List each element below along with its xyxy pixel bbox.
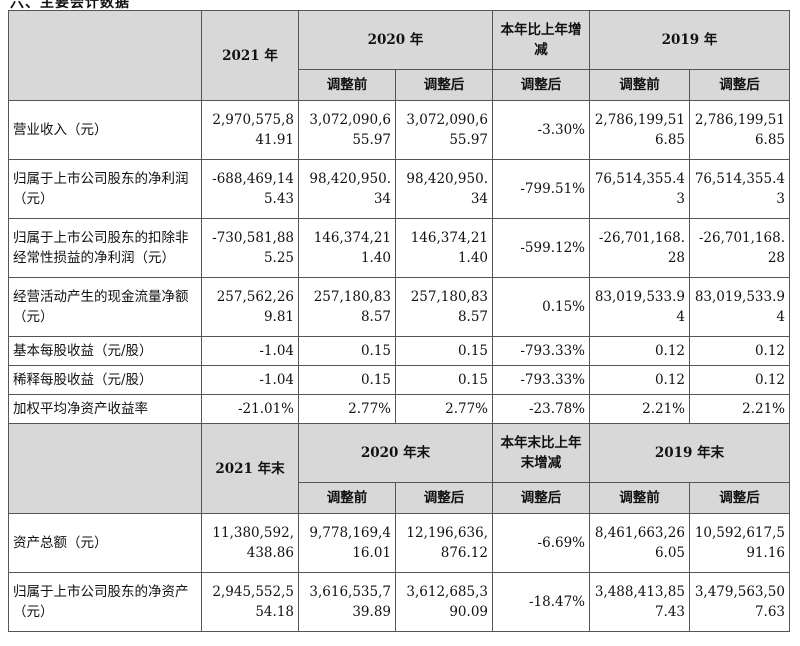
cell-change: -793.33% bbox=[492, 336, 590, 366]
cell-2019-after: 2.21% bbox=[689, 394, 790, 424]
header-blank-cell bbox=[8, 423, 202, 514]
cell-2019-before: -26,701,168.28 bbox=[589, 218, 690, 278]
table-row: 经营活动产生的现金流量净额（元） 257,562,269.81 257,180,… bbox=[8, 277, 790, 337]
header-2020-end: 2020 年末 bbox=[298, 423, 493, 483]
cell-2019-before: 3,488,413,857.43 bbox=[589, 572, 690, 632]
cell-change: -799.51% bbox=[492, 159, 590, 219]
cell-2021: -730,581,885.25 bbox=[201, 218, 299, 278]
cell-2020-before: 3,616,535,739.89 bbox=[298, 572, 396, 632]
cell-2020-before: 9,778,169,416.01 bbox=[298, 513, 396, 573]
row-label: 归属于上市公司股东的净资产（元） bbox=[8, 572, 202, 632]
row-label: 资产总额（元） bbox=[8, 513, 202, 573]
cell-2020-before: 3,072,090,655.97 bbox=[298, 100, 396, 160]
cell-2020-after: 257,180,838.57 bbox=[395, 277, 493, 337]
row-label: 基本每股收益（元/股） bbox=[8, 336, 202, 366]
cell-2020-after: 3,612,685,390.09 bbox=[395, 572, 493, 632]
cell-2021: -1.04 bbox=[201, 365, 299, 395]
row-label: 营业收入（元） bbox=[8, 100, 202, 160]
cell-2021: 2,970,575,841.91 bbox=[201, 100, 299, 160]
cell-change: -18.47% bbox=[492, 572, 590, 632]
cell-2020-after: 2.77% bbox=[395, 394, 493, 424]
cell-2020-after: 98,420,950.34 bbox=[395, 159, 493, 219]
cell-2019-after: -26,701,168.28 bbox=[689, 218, 790, 278]
row-label: 稀释每股收益（元/股） bbox=[8, 365, 202, 395]
cell-2021: 11,380,592,438.86 bbox=[201, 513, 299, 573]
financial-data-table: 2021 年 2020 年 本年比上年增减 2019 年 调整前 调整后 调整后… bbox=[8, 10, 790, 632]
cell-2019-after: 0.12 bbox=[689, 336, 790, 366]
header-2019-after: 调整后 bbox=[689, 69, 790, 101]
cell-2019-before: 0.12 bbox=[589, 336, 690, 366]
header-2019-after: 调整后 bbox=[689, 482, 790, 514]
cell-2019-before: 76,514,355.43 bbox=[589, 159, 690, 219]
header-2019-before: 调整前 bbox=[589, 69, 690, 101]
header-row-top: 2021 年 2020 年 本年比上年增减 2019 年 bbox=[8, 10, 790, 101]
header-2020-before: 调整前 bbox=[298, 69, 396, 101]
table-row: 营业收入（元） 2,970,575,841.91 3,072,090,655.9… bbox=[8, 100, 790, 160]
cell-2019-after: 83,019,533.94 bbox=[689, 277, 790, 337]
header-2019-end: 2019 年末 bbox=[589, 423, 790, 483]
header-2021-end: 2021 年末 bbox=[201, 423, 299, 514]
cell-2019-after: 10,592,617,591.16 bbox=[689, 513, 790, 573]
section-heading-fragment: 六、主要会计数据 bbox=[0, 0, 800, 10]
row-label: 归属于上市公司股东的扣除非经常性损益的净利润（元） bbox=[8, 218, 202, 278]
cell-2019-before: 2,786,199,516.85 bbox=[589, 100, 690, 160]
header-change-after: 调整后 bbox=[492, 69, 590, 101]
cell-2020-before: 0.15 bbox=[298, 365, 396, 395]
header-change: 本年比上年增减 bbox=[492, 10, 590, 70]
header-row-sub: 调整前 调整后 调整后 调整前 调整后 bbox=[9, 69, 790, 101]
cell-2021: -1.04 bbox=[201, 336, 299, 366]
header-row-sub: 调整前 调整后 调整后 调整前 调整后 bbox=[9, 482, 790, 514]
cell-change: 0.15% bbox=[492, 277, 590, 337]
table-row: 归属于上市公司股东的净资产（元） 2,945,552,554.18 3,616,… bbox=[8, 572, 790, 632]
cell-2020-before: 98,420,950.34 bbox=[298, 159, 396, 219]
cell-2021: 2,945,552,554.18 bbox=[201, 572, 299, 632]
cell-2021: 257,562,269.81 bbox=[201, 277, 299, 337]
table-row: 归属于上市公司股东的净利润（元） -688,469,145.43 98,420,… bbox=[8, 159, 790, 219]
cell-2019-after: 76,514,355.43 bbox=[689, 159, 790, 219]
cell-2020-after: 0.15 bbox=[395, 336, 493, 366]
row-label: 归属于上市公司股东的净利润（元） bbox=[8, 159, 202, 219]
header-2020-before: 调整前 bbox=[298, 482, 396, 514]
cell-2020-after: 146,374,211.40 bbox=[395, 218, 493, 278]
cell-2019-before: 0.12 bbox=[589, 365, 690, 395]
cell-2019-before: 2.21% bbox=[589, 394, 690, 424]
cell-change: -6.69% bbox=[492, 513, 590, 573]
cell-2019-after: 0.12 bbox=[689, 365, 790, 395]
table-row: 加权平均净资产收益率 -21.01% 2.77% 2.77% -23.78% 2… bbox=[8, 394, 790, 424]
header-change-end: 本年末比上年末增减 bbox=[492, 423, 590, 483]
cell-2019-after: 2,786,199,516.85 bbox=[689, 100, 790, 160]
table-row: 归属于上市公司股东的扣除非经常性损益的净利润（元） -730,581,885.2… bbox=[8, 218, 790, 278]
cell-change: -793.33% bbox=[492, 365, 590, 395]
cell-change: -23.78% bbox=[492, 394, 590, 424]
row-label: 加权平均净资产收益率 bbox=[8, 394, 202, 424]
cell-2019-before: 83,019,533.94 bbox=[589, 277, 690, 337]
header-change-after: 调整后 bbox=[492, 482, 590, 514]
row-label: 经营活动产生的现金流量净额（元） bbox=[8, 277, 202, 337]
header-2020: 2020 年 bbox=[298, 10, 493, 70]
cell-2021: -21.01% bbox=[201, 394, 299, 424]
cell-2020-after: 0.15 bbox=[395, 365, 493, 395]
cell-2020-before: 2.77% bbox=[298, 394, 396, 424]
cell-2020-after: 3,072,090,655.97 bbox=[395, 100, 493, 160]
cell-2020-after: 12,196,636,876.12 bbox=[395, 513, 493, 573]
header-2020-after: 调整后 bbox=[395, 69, 493, 101]
section-heading-text: 六、主要会计数据 bbox=[10, 0, 130, 10]
cell-change: -599.12% bbox=[492, 218, 590, 278]
table-row: 基本每股收益（元/股） -1.04 0.15 0.15 -793.33% 0.1… bbox=[8, 336, 790, 366]
header-blank-cell bbox=[8, 10, 202, 101]
header-2020-after: 调整后 bbox=[395, 482, 493, 514]
header-2019: 2019 年 bbox=[589, 10, 790, 70]
cell-change: -3.30% bbox=[492, 100, 590, 160]
table-row: 稀释每股收益（元/股） -1.04 0.15 0.15 -793.33% 0.1… bbox=[8, 365, 790, 395]
table-row: 资产总额（元） 11,380,592,438.86 9,778,169,416.… bbox=[8, 513, 790, 573]
cell-2019-before: 8,461,663,266.05 bbox=[589, 513, 690, 573]
header-row-top: 2021 年末 2020 年末 本年末比上年末增减 2019 年末 bbox=[8, 423, 790, 514]
cell-2020-before: 146,374,211.40 bbox=[298, 218, 396, 278]
cell-2021: -688,469,145.43 bbox=[201, 159, 299, 219]
cell-2019-after: 3,479,563,507.63 bbox=[689, 572, 790, 632]
cell-2020-before: 257,180,838.57 bbox=[298, 277, 396, 337]
cell-2020-before: 0.15 bbox=[298, 336, 396, 366]
header-2021: 2021 年 bbox=[201, 10, 299, 101]
header-2019-before: 调整前 bbox=[589, 482, 690, 514]
